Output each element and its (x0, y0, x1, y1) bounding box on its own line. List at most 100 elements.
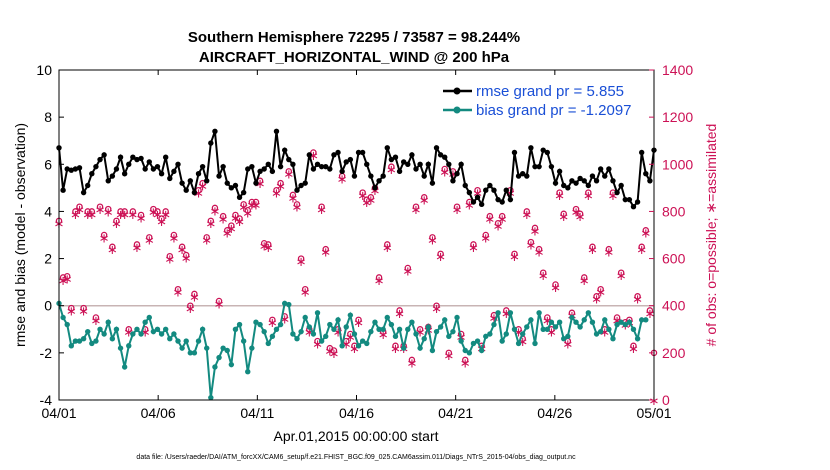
bias-point (556, 319, 563, 325)
assimilated-marker: ∗ (107, 242, 118, 257)
possible-marker (265, 241, 272, 248)
bias-point (76, 338, 83, 344)
possible-marker (585, 189, 592, 196)
possible-marker (100, 231, 108, 239)
assimilated-marker: ∗ (554, 188, 565, 203)
bias-point (437, 324, 444, 330)
rmse-point (643, 171, 649, 177)
assimilated-marker: ∗ (209, 203, 220, 218)
possible-marker (80, 304, 87, 312)
rmse-point (138, 155, 144, 162)
rmse-point (64, 166, 70, 172)
assimilated-marker: ∗ (501, 306, 512, 321)
bias-point (134, 326, 140, 332)
bias-point (253, 319, 259, 325)
possible-marker (84, 208, 91, 215)
rmse-point (89, 171, 95, 177)
assimilated-marker: ∗ (341, 336, 352, 351)
assimilated-marker: ∗ (374, 273, 385, 288)
bias-point (610, 336, 616, 342)
rmse-point (552, 180, 559, 186)
assimilated-marker: ∗ (370, 183, 381, 198)
assimilated-marker: ∗ (484, 212, 495, 227)
rmse-point (302, 180, 308, 186)
bias-point (606, 326, 612, 332)
assimilated-marker: ∗ (550, 280, 561, 295)
assimilated-marker: ∗ (517, 334, 528, 349)
assimilated-marker: ∗ (328, 346, 339, 361)
bias-point (593, 331, 600, 337)
possible-marker (162, 208, 169, 215)
possible-marker (146, 234, 153, 241)
bias-point (195, 338, 202, 344)
rmse-point (400, 159, 407, 165)
assimilated-marker: ∗ (386, 162, 397, 177)
possible-marker (404, 264, 412, 272)
rmse-point (216, 173, 222, 179)
bias-point (499, 338, 505, 344)
assimilated-marker: ∗ (427, 233, 438, 248)
bias-point (466, 350, 473, 356)
possible-marker (219, 212, 227, 220)
right-y-tick-label: 0 (662, 392, 670, 408)
possible-marker (453, 203, 461, 210)
legend-rmse-label: rmse grand pr = 5.855 (476, 83, 624, 100)
bias-point (392, 333, 399, 340)
rmse-point (146, 159, 152, 165)
bias-point (409, 319, 415, 325)
right-y-axis-ticks: 0 200 400 600 800 1000 1200 1400 (649, 62, 693, 408)
rmse-point (458, 161, 464, 167)
possible-marker (68, 304, 75, 312)
obs-count-markers: ∗∗∗∗∗∗∗∗∗∗∗∗∗∗∗∗∗∗∗∗∗∗∗∗∗∗∗∗∗∗∗∗∗∗∗∗∗∗∗∗… (54, 148, 660, 408)
bias-point (446, 333, 452, 340)
assimilated-marker: ∗ (333, 325, 344, 340)
assimilated-marker: ∗ (558, 209, 569, 224)
bias-point (183, 338, 189, 344)
assimilated-marker: ∗ (193, 186, 204, 201)
rmse-point (97, 156, 103, 163)
possible-marker (416, 326, 424, 333)
assimilated-marker: ∗ (357, 188, 368, 203)
y-tick-label: -4 (40, 392, 53, 408)
rmse-point (134, 156, 140, 163)
rmse-point (466, 189, 473, 196)
rmse-point (647, 178, 653, 184)
bias-point (483, 333, 489, 340)
rmse-point (323, 163, 329, 170)
assimilated-marker: ∗ (123, 325, 134, 340)
assimilated-marker: ∗ (353, 315, 364, 330)
bias-point (314, 310, 321, 316)
bias-point (429, 347, 436, 354)
rmse-series (56, 128, 657, 210)
bias-point (154, 326, 161, 332)
rmse-point (573, 180, 579, 186)
bias-point (146, 314, 152, 321)
x-tick-label: 04/16 (339, 405, 374, 421)
bias-point (281, 300, 288, 307)
bias-point (335, 317, 341, 323)
bias-point (487, 331, 493, 337)
possible-marker (174, 285, 182, 293)
possible-marker (589, 243, 596, 251)
possible-marker (187, 302, 194, 309)
assimilated-marker: ∗ (271, 186, 282, 201)
possible-marker (433, 302, 440, 309)
bias-point (507, 310, 514, 316)
assimilated-marker: ∗ (411, 202, 422, 217)
rmse-point (421, 173, 427, 179)
assimilated-marker: ∗ (246, 197, 257, 212)
y-tick-label: 6 (44, 156, 52, 172)
bias-point (286, 301, 292, 308)
bias-point (536, 310, 542, 316)
rmse-point (442, 154, 448, 160)
rmse-point (261, 166, 267, 172)
possible-marker (408, 356, 416, 364)
bias-point (433, 328, 440, 335)
bias-point (417, 345, 423, 351)
rmse-point (561, 182, 567, 189)
rmse-point (105, 178, 111, 184)
possible-marker (605, 245, 613, 253)
rmse-point (405, 161, 411, 167)
possible-marker (474, 186, 481, 194)
rmse-point (281, 147, 288, 153)
